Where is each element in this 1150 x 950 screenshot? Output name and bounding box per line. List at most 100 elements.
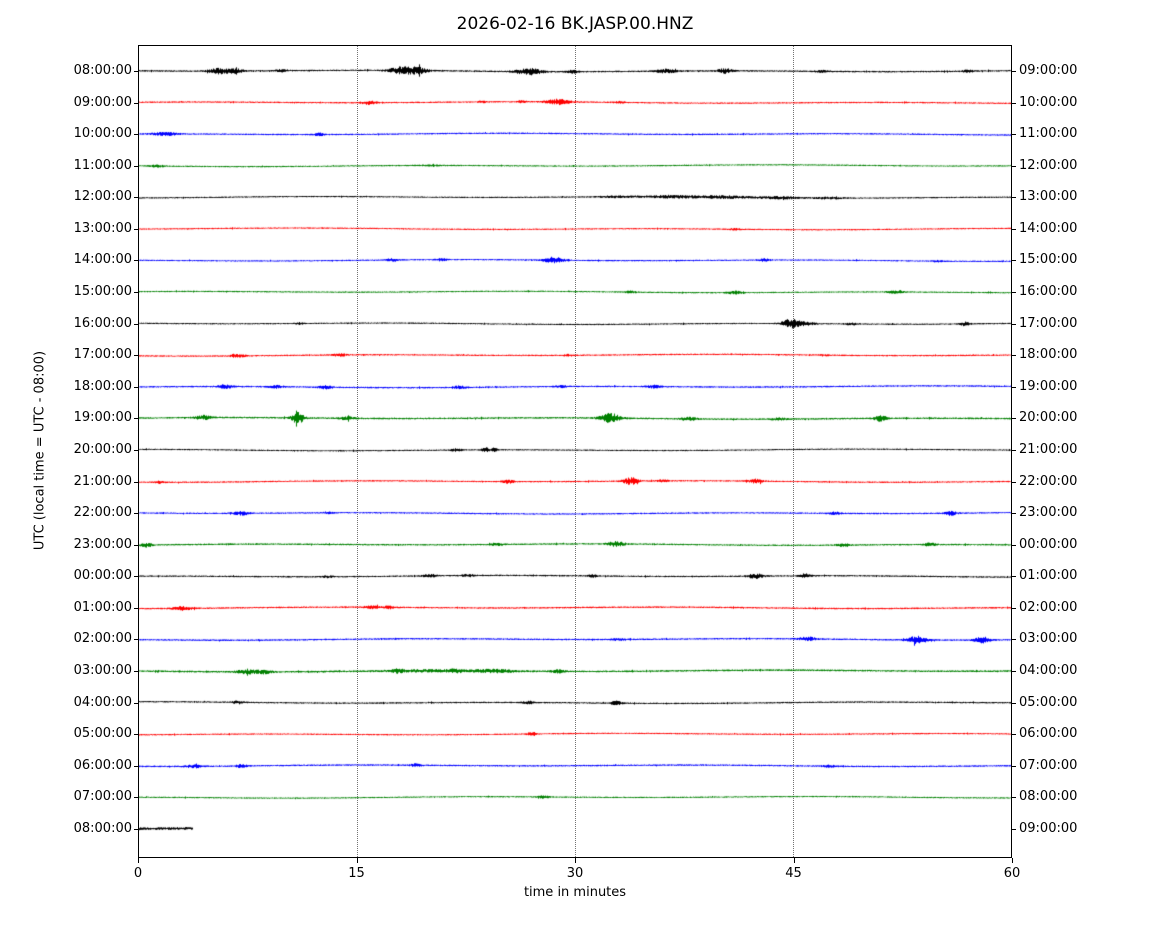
right-tick: [1012, 418, 1016, 420]
right-tick: [1012, 702, 1016, 704]
left-time-label: 21:00:00: [73, 473, 132, 489]
right-tick: [1012, 102, 1016, 104]
left-time-label: 09:00:00: [73, 94, 132, 110]
right-tick: [1012, 765, 1016, 767]
left-tick: [134, 228, 138, 230]
x-tick-label: 45: [785, 866, 802, 881]
right-tick: [1012, 734, 1016, 736]
right-time-label: 03:00:00: [1019, 631, 1078, 647]
right-time-label: 05:00:00: [1019, 694, 1078, 710]
right-time-label: 00:00:00: [1019, 536, 1078, 552]
right-tick: [1012, 639, 1016, 641]
right-tick: [1012, 449, 1016, 451]
right-time-label: 09:00:00: [1019, 63, 1078, 78]
left-time-label: 08:00:00: [73, 63, 132, 78]
x-tick-label: 60: [1003, 866, 1021, 881]
right-time-label: 06:00:00: [1019, 726, 1078, 742]
left-tick: [134, 734, 138, 736]
x-tick-label: 30: [566, 866, 584, 881]
right-tick: [1012, 544, 1016, 546]
left-tick: [134, 513, 138, 515]
right-tick: [1012, 671, 1016, 673]
left-time-label: 10:00:00: [73, 126, 132, 142]
left-time-label: 19:00:00: [73, 410, 132, 426]
right-tick: [1012, 797, 1016, 799]
left-tick: [134, 355, 138, 357]
left-time-label: 04:00:00: [73, 694, 132, 710]
left-tick: [134, 671, 138, 673]
left-time-label: 00:00:00: [73, 568, 132, 584]
right-time-label: 04:00:00: [1019, 663, 1078, 679]
x-tick: [575, 858, 576, 863]
left-time-label: 16:00:00: [73, 315, 132, 331]
left-tick: [134, 702, 138, 704]
left-tick: [134, 797, 138, 799]
right-tick: [1012, 197, 1016, 199]
left-time-label: 03:00:00: [73, 663, 132, 679]
left-tick: [134, 607, 138, 609]
x-tick: [1012, 858, 1013, 863]
left-tick: [134, 544, 138, 546]
left-time-label: 12:00:00: [73, 189, 132, 205]
left-tick: [134, 197, 138, 199]
left-time-label: 18:00:00: [73, 378, 132, 394]
left-time-label: 11:00:00: [73, 157, 132, 173]
x-tick: [793, 858, 795, 863]
left-time-label: 20:00:00: [73, 441, 132, 457]
right-time-label: 23:00:00: [1019, 505, 1078, 521]
right-time-label: 21:00:00: [1019, 441, 1078, 457]
right-time-label: 17:00:00: [1019, 315, 1078, 331]
left-time-label: 17:00:00: [73, 347, 132, 363]
left-time-label: 05:00:00: [73, 726, 132, 742]
right-tick: [1012, 71, 1016, 72]
x-tick-label: 15: [348, 866, 365, 881]
x-tick: [356, 858, 358, 863]
right-tick: [1012, 481, 1016, 483]
left-tick: [134, 102, 138, 104]
right-time-label: 22:00:00: [1019, 473, 1078, 489]
right-time-label: 10:00:00: [1019, 94, 1078, 110]
right-time-label: 15:00:00: [1019, 252, 1078, 268]
right-time-label: 09:00:00: [1019, 820, 1078, 836]
right-tick: [1012, 386, 1016, 388]
right-tick: [1012, 355, 1016, 357]
right-time-label: 08:00:00: [1019, 789, 1078, 805]
left-tick: [134, 323, 138, 325]
x-tick: [138, 858, 139, 863]
right-tick: [1012, 607, 1016, 609]
right-tick: [1012, 513, 1016, 515]
right-tick: [1012, 228, 1016, 230]
left-time-label: 06:00:00: [73, 757, 132, 773]
left-tick: [134, 639, 138, 641]
right-time-label: 18:00:00: [1019, 347, 1078, 363]
left-time-label: 14:00:00: [73, 252, 132, 268]
left-tick: [134, 418, 138, 420]
left-tick: [134, 165, 138, 167]
left-tick: [134, 828, 138, 830]
left-tick: [134, 481, 138, 483]
left-tick: [134, 71, 138, 72]
x-tick-label: 0: [133, 866, 143, 881]
left-tick: [134, 134, 138, 136]
left-time-label: 07:00:00: [73, 789, 132, 805]
left-tick: [134, 449, 138, 451]
right-tick: [1012, 323, 1016, 325]
right-time-label: 16:00:00: [1019, 284, 1078, 300]
right-time-label: 07:00:00: [1019, 757, 1078, 773]
left-tick: [134, 260, 138, 262]
left-tick: [134, 386, 138, 388]
seismogram-traces: [139, 46, 1011, 857]
right-tick: [1012, 828, 1016, 830]
left-tick: [134, 292, 138, 294]
right-time-label: 20:00:00: [1019, 410, 1078, 426]
right-time-label: 14:00:00: [1019, 220, 1078, 236]
x-axis-label: time in minutes: [523, 885, 627, 900]
right-tick: [1012, 292, 1016, 294]
right-time-label: 11:00:00: [1019, 126, 1078, 142]
right-tick: [1012, 165, 1016, 167]
right-time-label: 19:00:00: [1019, 378, 1078, 394]
right-tick: [1012, 576, 1016, 578]
left-time-label: 08:00:00: [73, 820, 132, 836]
left-time-label: 01:00:00: [73, 599, 132, 615]
right-time-label: 12:00:00: [1019, 157, 1078, 173]
